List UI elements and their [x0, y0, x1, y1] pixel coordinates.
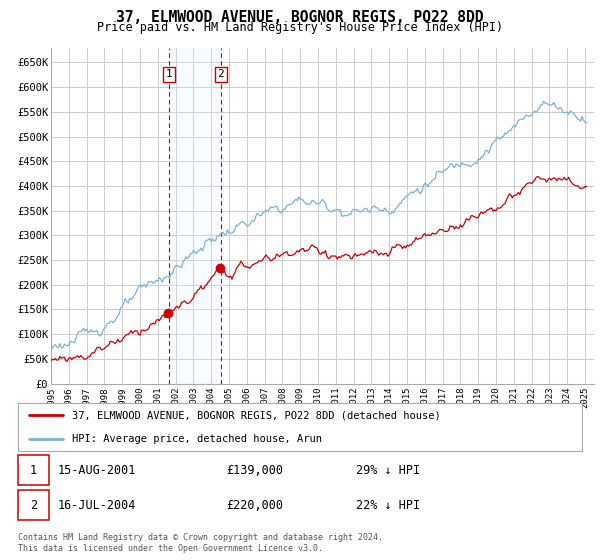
Text: 22% ↓ HPI: 22% ↓ HPI	[356, 498, 421, 511]
Text: 1: 1	[166, 69, 172, 80]
Text: Price paid vs. HM Land Registry's House Price Index (HPI): Price paid vs. HM Land Registry's House …	[97, 21, 503, 34]
Text: Contains HM Land Registry data © Crown copyright and database right 2024.
This d: Contains HM Land Registry data © Crown c…	[18, 533, 383, 553]
Text: 29% ↓ HPI: 29% ↓ HPI	[356, 464, 421, 477]
Text: 2: 2	[30, 498, 37, 511]
Text: £139,000: £139,000	[227, 464, 284, 477]
Text: 2: 2	[217, 69, 224, 80]
Bar	[169, 48, 221, 384]
FancyBboxPatch shape	[18, 455, 49, 485]
Text: 1: 1	[30, 464, 37, 477]
Text: 37, ELMWOOD AVENUE, BOGNOR REGIS, PO22 8DD: 37, ELMWOOD AVENUE, BOGNOR REGIS, PO22 8…	[116, 10, 484, 25]
Text: £220,000: £220,000	[227, 498, 284, 511]
Text: 16-JUL-2004: 16-JUL-2004	[58, 498, 136, 511]
FancyBboxPatch shape	[18, 490, 49, 520]
Text: 15-AUG-2001: 15-AUG-2001	[58, 464, 136, 477]
Text: 37, ELMWOOD AVENUE, BOGNOR REGIS, PO22 8DD (detached house): 37, ELMWOOD AVENUE, BOGNOR REGIS, PO22 8…	[71, 410, 440, 420]
Text: HPI: Average price, detached house, Arun: HPI: Average price, detached house, Arun	[71, 434, 322, 444]
